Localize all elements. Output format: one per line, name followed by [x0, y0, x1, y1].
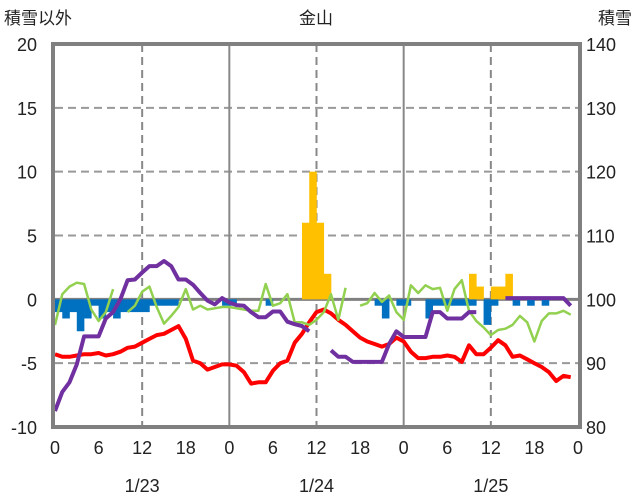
left-tick-label: -10 — [11, 418, 37, 438]
x-tick-label: 12 — [481, 438, 501, 458]
left-tick-label: -5 — [21, 354, 37, 374]
x-tick-label: 0 — [573, 438, 583, 458]
x-tick-label: 0 — [399, 438, 409, 458]
lines — [53, 259, 573, 412]
chart-title: 金山 — [299, 9, 333, 29]
purple-line — [53, 259, 573, 412]
red-line — [54, 307, 572, 386]
x-tick-label: 0 — [224, 438, 234, 458]
blue-bar — [163, 299, 172, 306]
blue-bar — [84, 299, 92, 319]
blue-bar — [120, 299, 128, 313]
blue-bar — [541, 299, 550, 306]
blue-bar — [454, 299, 463, 306]
blue-bar — [91, 299, 99, 306]
blue-bar — [149, 299, 157, 306]
orange-bar — [301, 222, 310, 300]
blue-bar — [432, 299, 441, 306]
blue-bar — [127, 299, 136, 313]
blue-bar — [374, 299, 383, 306]
left-axis-title: 積雪以外 — [4, 9, 72, 29]
x-tick-label: 18 — [176, 438, 196, 458]
x-tick-label: 18 — [350, 438, 370, 458]
orange-bar — [505, 273, 513, 300]
blue-bar — [490, 299, 499, 306]
left-tick-label: 20 — [17, 35, 37, 55]
right-tick-label: 110 — [586, 227, 615, 247]
x-tick-label: 6 — [268, 438, 278, 458]
right-tick-label: 120 — [586, 163, 616, 183]
blue-bar — [461, 299, 470, 306]
green-line — [53, 278, 572, 343]
orange-bar — [490, 286, 499, 300]
date-label: 1/24 — [299, 476, 334, 496]
blue-bar — [62, 299, 70, 319]
blue-bar — [469, 299, 477, 306]
left-tick-label: 5 — [27, 227, 37, 247]
plot-border — [51, 42, 582, 429]
blue-bar — [381, 299, 390, 319]
blue-bar — [512, 299, 521, 306]
blue-bar — [171, 299, 179, 306]
right-tick-label: 80 — [586, 418, 606, 438]
blue-bar — [98, 299, 107, 319]
orange-bar — [476, 286, 484, 300]
blue-bar — [105, 299, 114, 313]
x-tick-label: 0 — [50, 438, 60, 458]
x-tick-label: 12 — [132, 438, 152, 458]
blue-bar — [527, 299, 535, 306]
left-tick-label: 15 — [17, 99, 37, 119]
orange-bar — [498, 286, 506, 300]
x-tick-label: 18 — [524, 438, 544, 458]
blue-bar — [265, 299, 274, 306]
x-tick-label: 6 — [94, 438, 104, 458]
orange-bar — [469, 273, 477, 300]
blue-bar — [134, 299, 143, 313]
bars — [55, 171, 550, 332]
orange-bar — [309, 171, 317, 300]
date-label: 1/23 — [125, 476, 160, 496]
blue-bar — [483, 299, 492, 325]
blue-bar — [425, 299, 434, 319]
right-tick-label: 90 — [586, 354, 606, 374]
blue-bar — [69, 299, 78, 313]
orange-bar — [323, 273, 332, 300]
left-tick-label: 10 — [17, 163, 37, 183]
plot-frame — [51, 42, 582, 429]
left-tick-label: 0 — [27, 290, 37, 310]
right-tick-label: 130 — [586, 99, 616, 119]
x-tick-label: 6 — [442, 438, 452, 458]
right-axis-title: 積雪 — [598, 9, 632, 29]
right-tick-label: 140 — [586, 35, 616, 55]
orange-bar — [316, 222, 325, 300]
blue-bar — [156, 299, 165, 306]
blue-bar — [396, 299, 404, 306]
blue-bar — [142, 299, 150, 313]
x-tick-label: 12 — [306, 438, 326, 458]
right-tick-label: 100 — [586, 290, 616, 310]
blue-bar — [76, 299, 85, 332]
date-label: 1/25 — [473, 476, 508, 496]
